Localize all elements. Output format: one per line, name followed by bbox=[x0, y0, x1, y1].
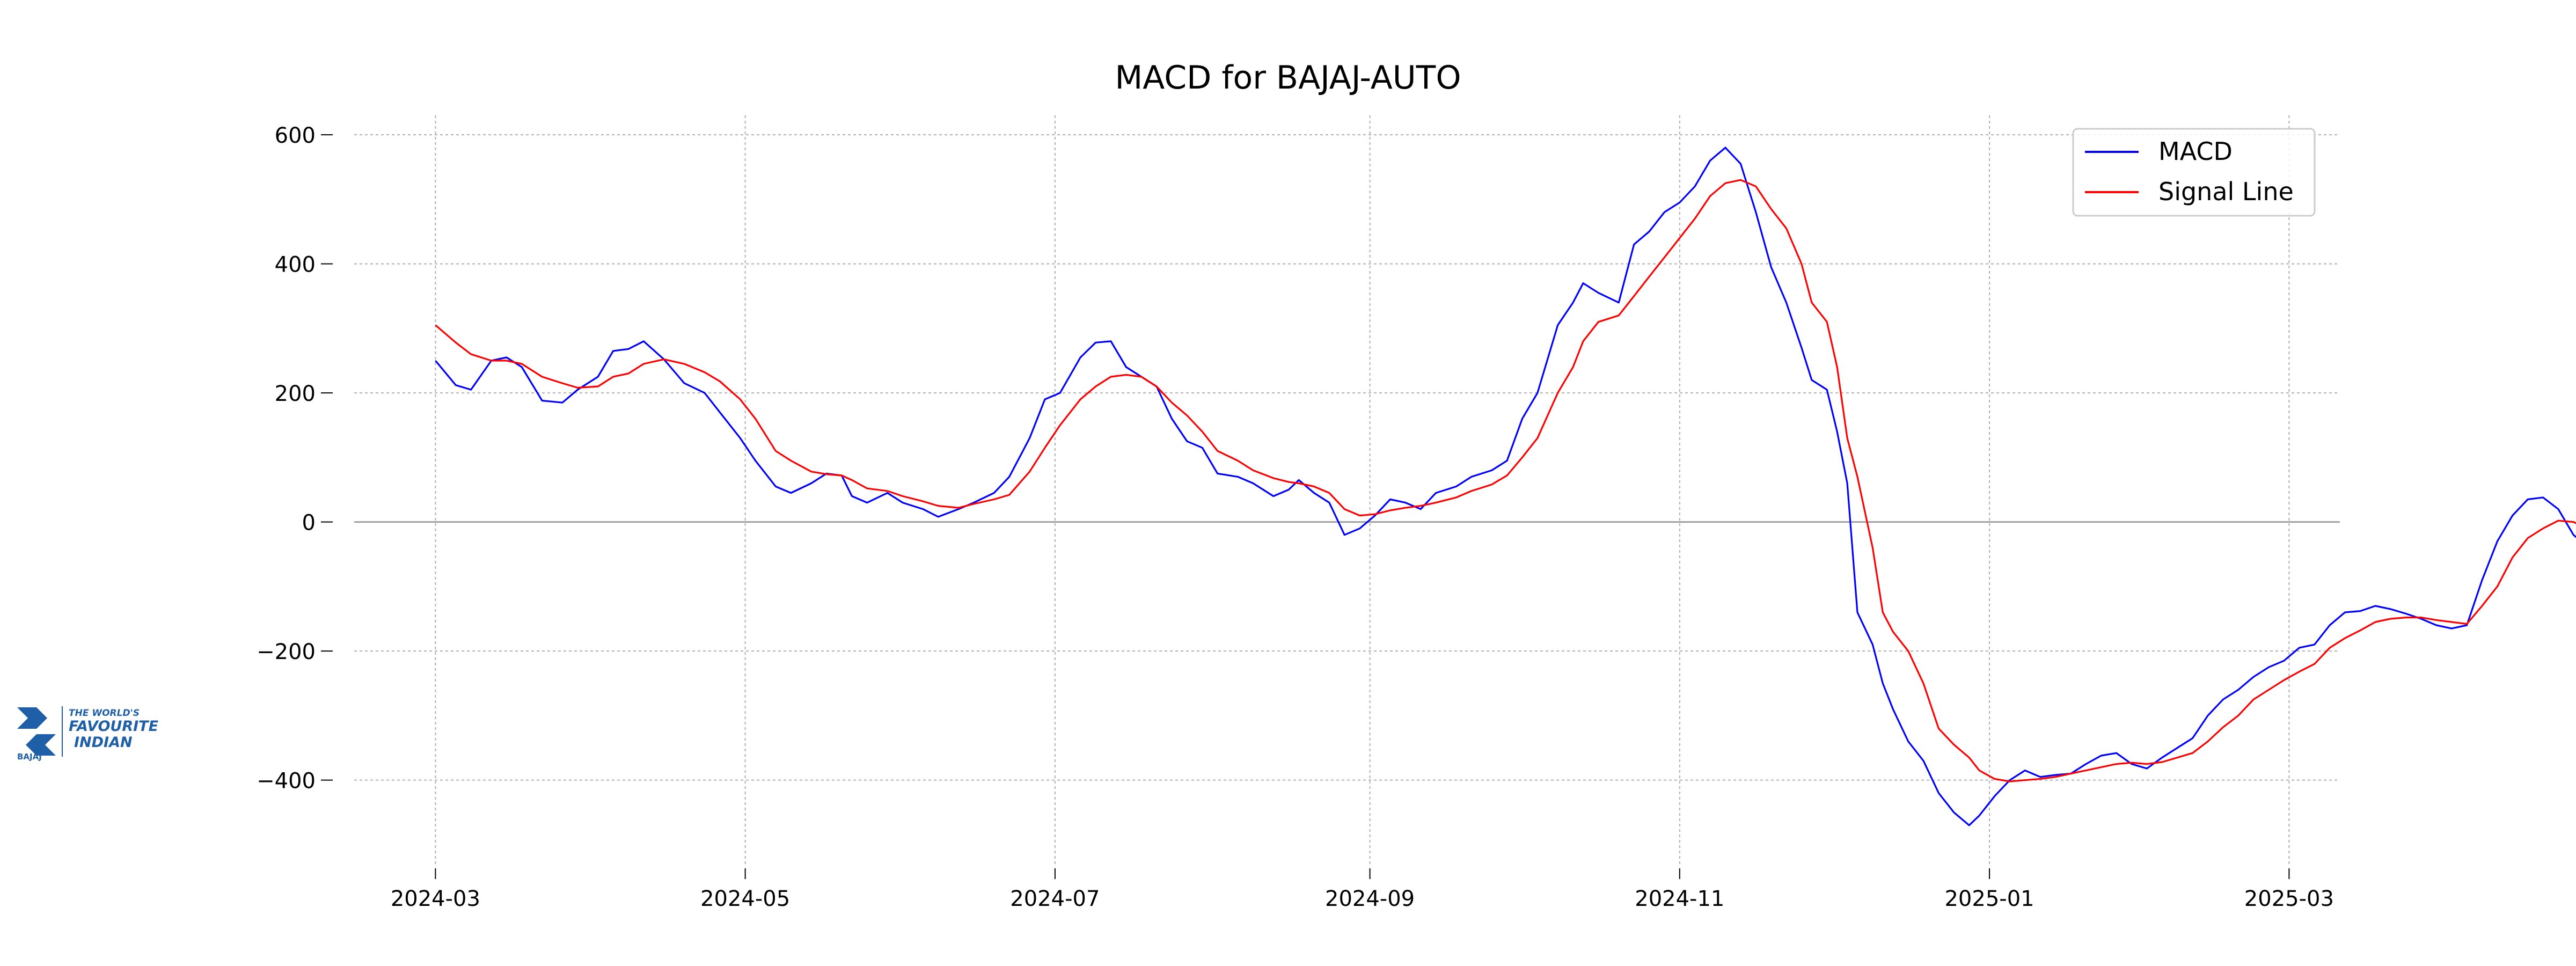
series-line-macd bbox=[435, 147, 2576, 826]
logo-tagline-line-3: INDIAN bbox=[74, 734, 133, 751]
series-lines bbox=[435, 147, 2576, 826]
legend: MACD Signal Line bbox=[2072, 128, 2316, 217]
y-tick-label: −200 bbox=[257, 640, 316, 664]
y-tick-labels: 600 400 200 0 −200 −400 bbox=[257, 123, 333, 794]
series-line-signal-line bbox=[435, 179, 2576, 782]
chart-title: MACD for BAJAJ-AUTO bbox=[1115, 59, 1461, 97]
y-tick-label: 400 bbox=[275, 253, 316, 277]
logo-tagline-line-1: THE WORLD'S bbox=[69, 708, 140, 719]
bajaj-logo-icon bbox=[17, 707, 56, 756]
x-tick-label: 2024-11 bbox=[1635, 887, 1724, 911]
x-tick-label: 2024-07 bbox=[1010, 887, 1100, 911]
legend-label-signal-line: Signal Line bbox=[2158, 177, 2294, 206]
x-tick-label: 2025-01 bbox=[1944, 887, 2034, 911]
y-tick-label: −400 bbox=[257, 769, 316, 794]
legend-label-macd: MACD bbox=[2158, 137, 2233, 166]
x-tick-label: 2024-09 bbox=[1325, 887, 1415, 911]
x-tick-labels: 2024-03 2024-05 2024-07 2024-09 2024-11 2025-… bbox=[391, 868, 2334, 911]
x-tick-label: 2024-05 bbox=[700, 887, 790, 911]
x-tick-label: 2025-03 bbox=[2244, 887, 2334, 911]
x-tick-label: 2024-03 bbox=[391, 887, 480, 911]
y-tick-label: 0 bbox=[302, 511, 316, 536]
y-tick-label: 200 bbox=[275, 382, 316, 406]
y-tick-label: 600 bbox=[275, 123, 316, 148]
legend-box bbox=[2072, 128, 2316, 217]
logo-tagline-line-2: FAVOURITE bbox=[69, 718, 159, 735]
bajaj-logo: BAJAJ THE WORLD'S FAVOURITE INDIAN bbox=[17, 706, 159, 762]
logo-brand-text: BAJAJ bbox=[17, 752, 42, 762]
grid-lines bbox=[354, 115, 2340, 864]
